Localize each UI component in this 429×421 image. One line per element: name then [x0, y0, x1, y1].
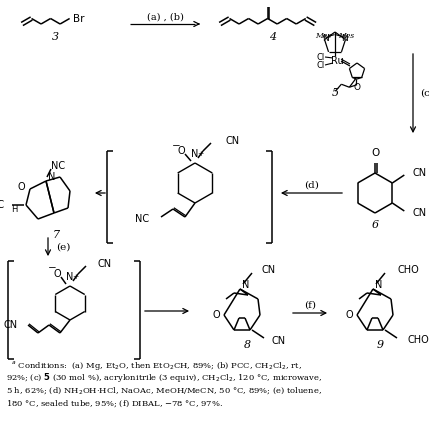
Text: CN: CN — [98, 259, 112, 269]
Text: N: N — [48, 172, 55, 182]
Text: Cl: Cl — [317, 53, 325, 61]
Text: (a) , (b): (a) , (b) — [147, 13, 184, 21]
Text: CN: CN — [4, 320, 18, 330]
Text: (f): (f) — [304, 301, 316, 309]
Text: 7: 7 — [52, 230, 60, 240]
Text: Mes: Mes — [315, 32, 332, 40]
Text: NC: NC — [51, 161, 65, 171]
Text: NC: NC — [135, 214, 149, 224]
Text: O: O — [353, 83, 360, 92]
Text: (e): (e) — [56, 242, 70, 251]
Text: +: + — [72, 273, 78, 281]
Text: 92%; (c) $\mathbf{5}$ (30 mol %), acrylonitrile (3 equiv), CH$_2$Cl$_2$, 120 °C,: 92%; (c) $\mathbf{5}$ (30 mol %), acrylo… — [6, 371, 322, 384]
Text: 6: 6 — [372, 220, 378, 230]
Text: CN: CN — [412, 168, 426, 178]
Text: 5: 5 — [332, 88, 338, 98]
Text: H: H — [12, 205, 18, 215]
Text: 3: 3 — [51, 32, 59, 42]
Text: NC: NC — [0, 200, 4, 210]
Text: O: O — [53, 269, 61, 279]
Text: 9: 9 — [376, 340, 384, 350]
Text: $^a$ Conditions:  (a) Mg, Et$_2$O, then EtO$_2$CH, 89%; (b) PCC, CH$_2$Cl$_2$, r: $^a$ Conditions: (a) Mg, Et$_2$O, then E… — [6, 359, 302, 371]
Text: O: O — [212, 310, 220, 320]
Text: CHO: CHO — [407, 335, 429, 345]
Text: O: O — [264, 0, 273, 2]
Text: Ru: Ru — [331, 56, 343, 66]
Text: N: N — [242, 280, 249, 290]
Text: −: − — [172, 141, 180, 150]
Text: 5 h, 62%; (d) NH$_2$OH·HCl, NaOAc, MeOH/MeCN, 50 °C, 89%; (e) toluene,: 5 h, 62%; (d) NH$_2$OH·HCl, NaOAc, MeOH/… — [6, 386, 322, 397]
Text: O: O — [345, 310, 353, 320]
Text: CN: CN — [272, 336, 286, 346]
Text: (d): (d) — [305, 181, 320, 189]
Text: CN: CN — [412, 208, 426, 218]
Text: Br: Br — [73, 13, 84, 24]
Text: 4: 4 — [269, 32, 276, 42]
Text: N: N — [66, 272, 74, 282]
Text: N: N — [191, 149, 199, 159]
Text: Cl: Cl — [317, 61, 325, 69]
Text: −: − — [48, 264, 56, 274]
Text: N: N — [322, 34, 329, 43]
Text: CN: CN — [262, 265, 276, 275]
Text: CHO: CHO — [397, 265, 419, 275]
Text: +: + — [197, 150, 203, 158]
Text: N: N — [341, 34, 348, 43]
Text: 180 °C, sealed tube, 95%; (f) DIBAL, $-$78 °C, 97%.: 180 °C, sealed tube, 95%; (f) DIBAL, $-$… — [6, 399, 223, 409]
Text: (c): (c) — [420, 88, 429, 98]
Text: Mes: Mes — [338, 32, 355, 40]
Text: CN: CN — [225, 136, 239, 146]
Text: O: O — [18, 182, 25, 192]
Text: N: N — [375, 280, 382, 290]
Text: O: O — [372, 148, 380, 158]
Text: 8: 8 — [243, 340, 251, 350]
Text: O: O — [177, 146, 185, 156]
